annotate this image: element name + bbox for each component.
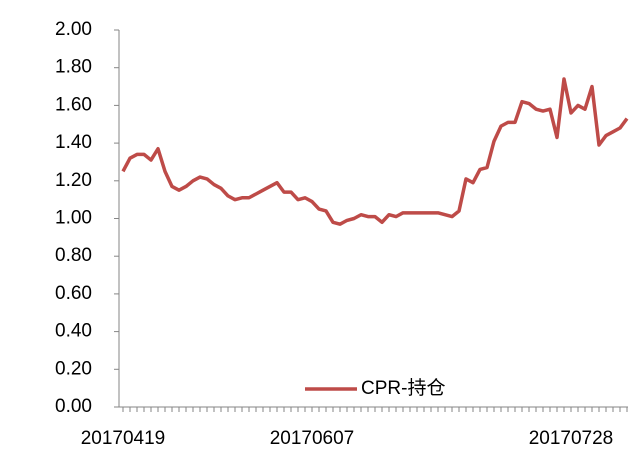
x-tick-label: 20170419 — [81, 428, 166, 449]
y-tick-label: 0.00 — [55, 396, 92, 417]
y-tick-label: 1.60 — [55, 94, 92, 115]
legend-label: CPR-持仓 — [361, 377, 445, 399]
data-line — [121, 77, 629, 226]
x-tick-label: 20170607 — [270, 428, 355, 449]
y-tick-label: 1.00 — [55, 208, 92, 229]
y-tick-label: 0.20 — [55, 358, 92, 379]
y-tick-label: 1.40 — [55, 132, 92, 153]
y-tick-label: 0.80 — [55, 245, 92, 266]
y-tick-label: 2.00 — [55, 19, 92, 40]
y-tick-label: 1.20 — [55, 170, 92, 191]
x-tick-label: 20170728 — [529, 428, 614, 449]
y-tick-label: 0.60 — [55, 283, 92, 304]
y-tick-label: 0.40 — [55, 321, 92, 342]
y-tick-label: 1.80 — [55, 57, 92, 78]
